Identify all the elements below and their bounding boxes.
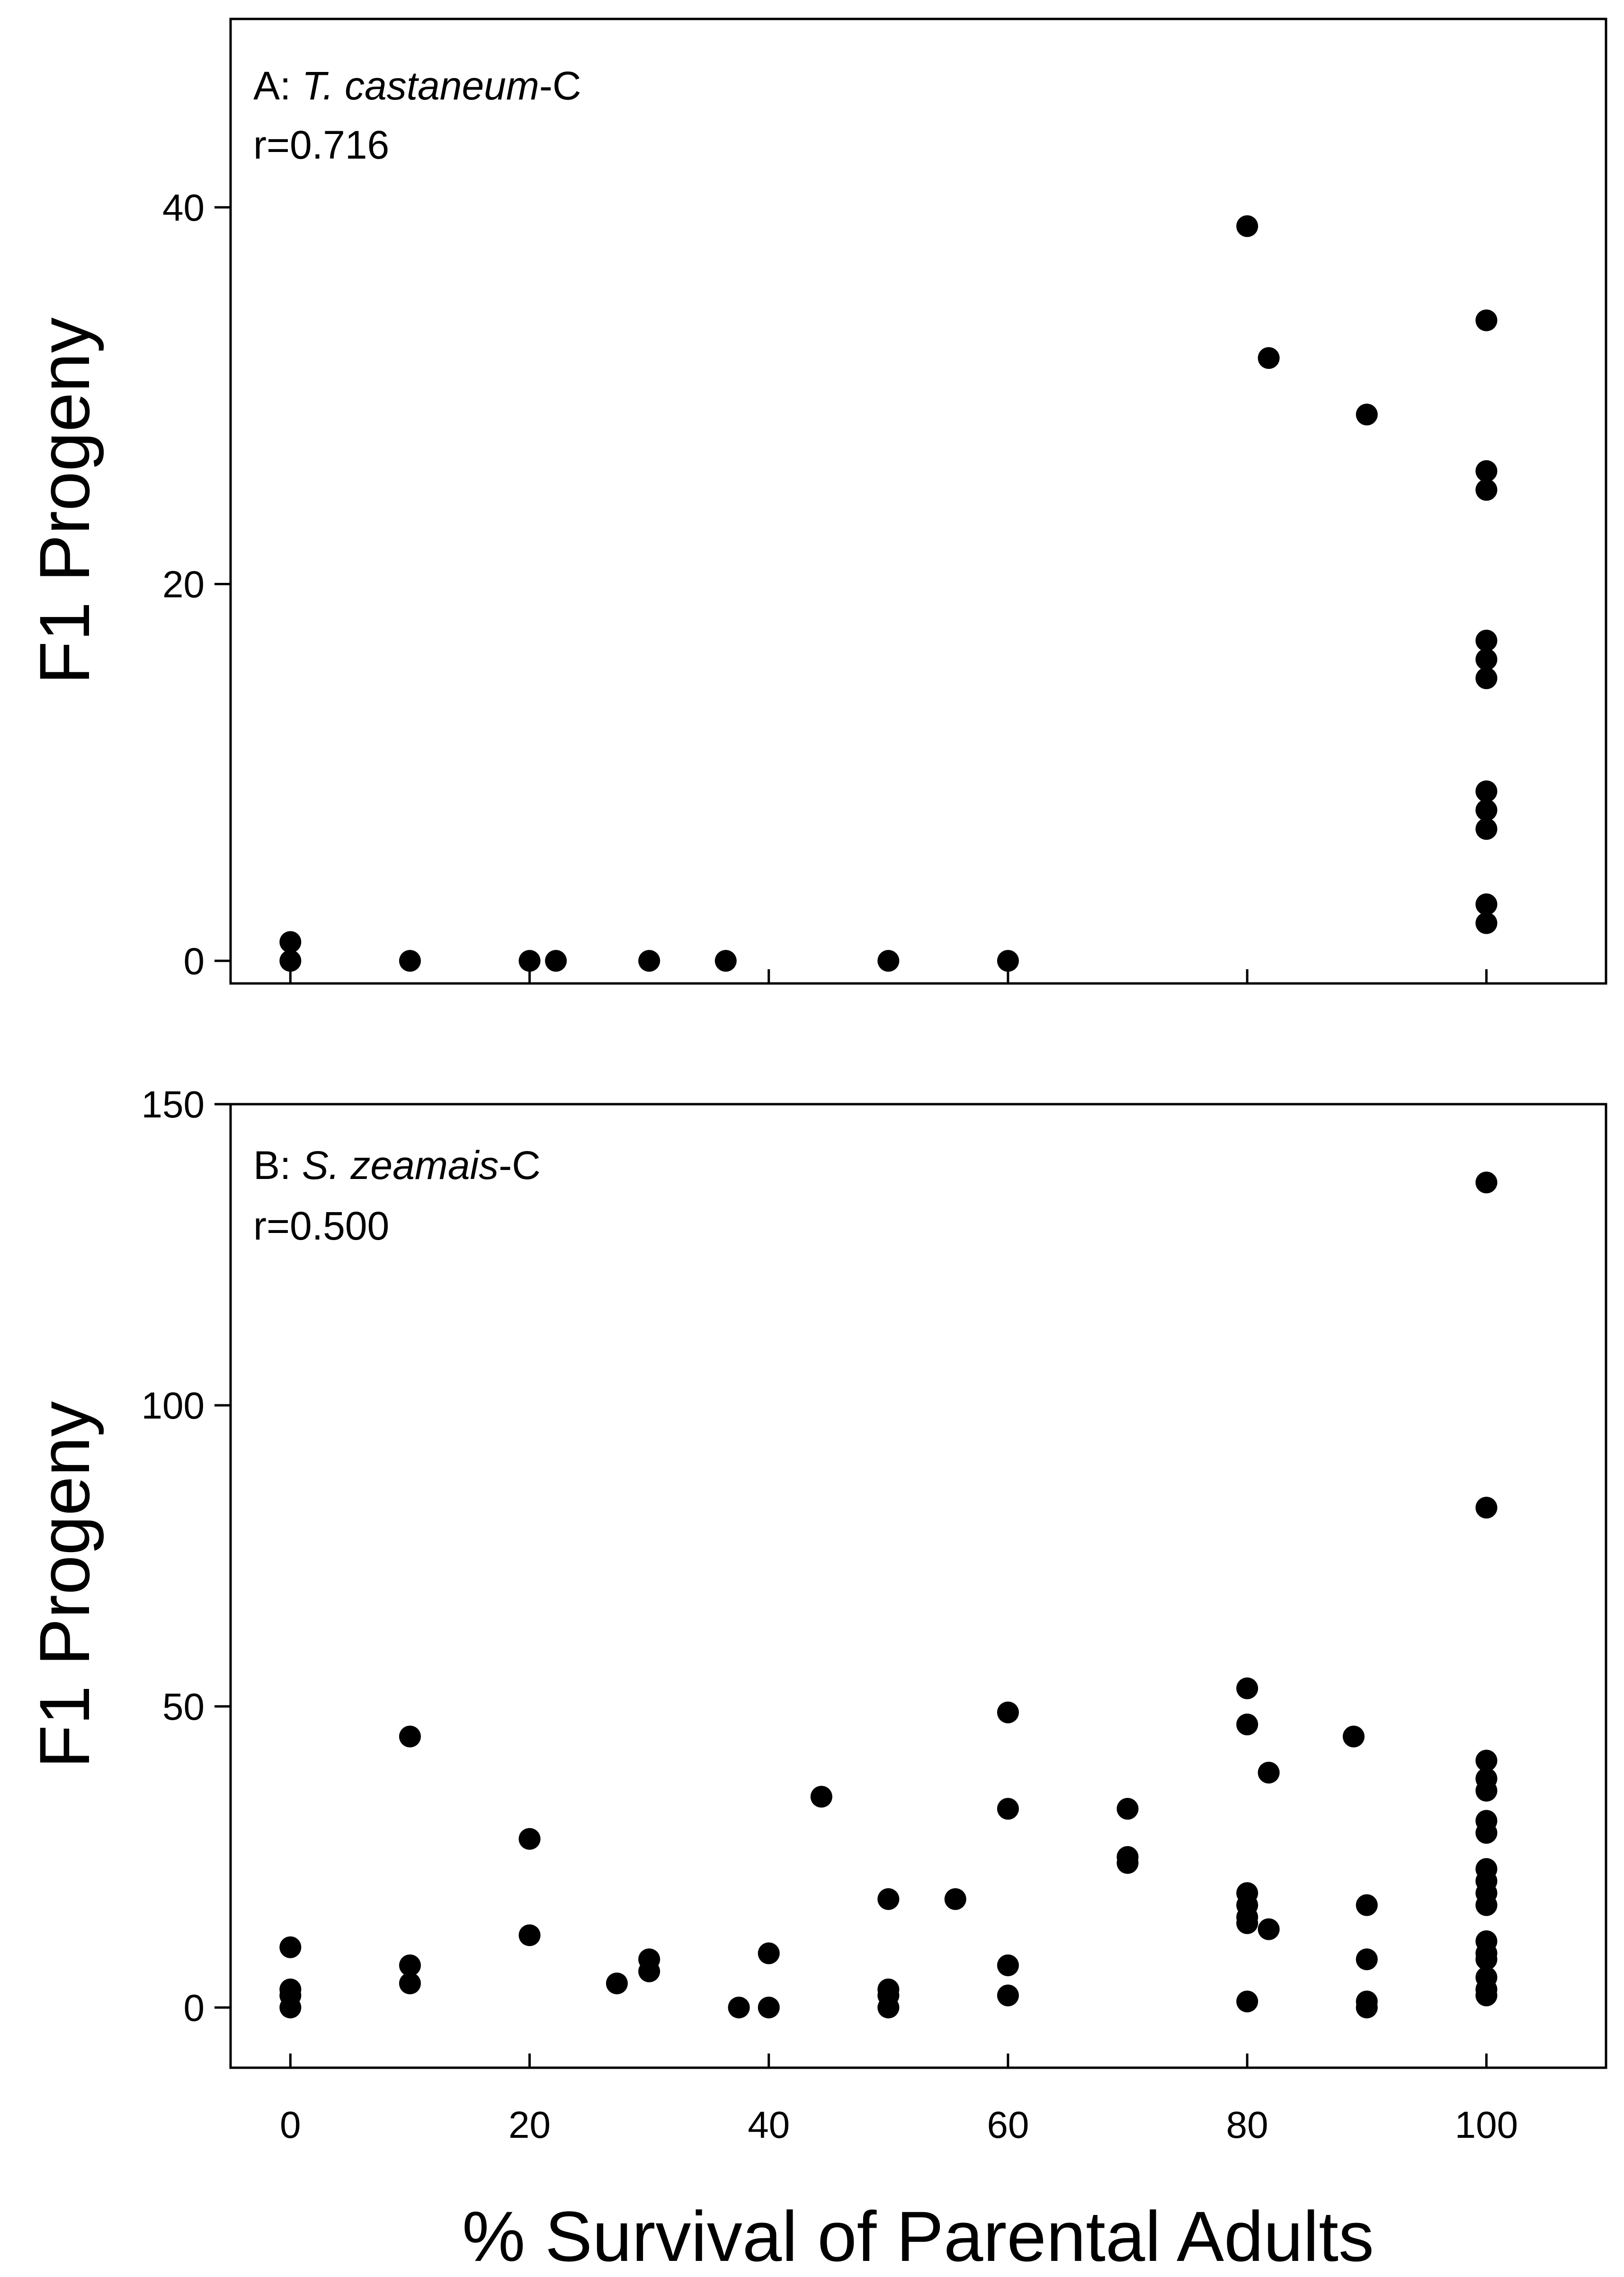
panel-b-y-tick-label: 50: [162, 1686, 205, 1728]
panel-b-data-point: [1356, 1948, 1378, 1971]
panel-a-data-point: [1475, 780, 1498, 803]
panel-b-data-point: [1258, 1918, 1280, 1940]
panel-b-y-tick-label: 0: [184, 1987, 205, 2029]
panel-a-data-point: [1475, 648, 1498, 670]
panel-b-title: B: S. zeamais-C: [253, 1143, 541, 1188]
panel-a-data-point: [1475, 799, 1498, 821]
panel-b-data-point: [1475, 1750, 1498, 1772]
panel-b-y-axis-label: F1 Progeny: [25, 1401, 104, 1768]
panel-b-data-point: [997, 1984, 1019, 2007]
panel-b-data-point: [1116, 1852, 1139, 1874]
panel-b-data-point: [997, 1798, 1019, 1820]
panel-a-data-point: [997, 950, 1019, 972]
panel-b-data-point: [518, 1924, 541, 1947]
panel-a-data-point: [1475, 667, 1498, 689]
panel-b-x-tick-label: 60: [987, 2104, 1029, 2146]
panel-a-data-point: [1475, 818, 1498, 840]
panel-a-y-tick-label: 0: [184, 940, 205, 982]
panel-a-points: [279, 215, 1498, 972]
panel-b-data-point: [1116, 1798, 1139, 1820]
panel-a-data-point: [638, 950, 660, 972]
panel-a-data-point: [1258, 347, 1280, 369]
panel-b-data-point: [1475, 1171, 1498, 1194]
panel-b-x-tick-label: 80: [1226, 2104, 1268, 2146]
panel-b-data-point: [877, 1996, 900, 2018]
panel-b-data-point: [1475, 1779, 1498, 1802]
panel-b-data-point: [518, 1828, 541, 1850]
panel-b-x-tick-label: 40: [748, 2104, 790, 2146]
panel-a-data-point: [399, 950, 421, 972]
panel-b-frame: [229, 1103, 1607, 2069]
panel-b-x-tick-label: 20: [509, 2104, 551, 2146]
panel-a-data-point: [279, 950, 302, 972]
panel-b-data-point: [810, 1786, 832, 1808]
panel-a-data-point: [279, 931, 302, 953]
panel-b-y-tick-label: 150: [142, 1083, 205, 1125]
panel-b-data-point: [997, 1954, 1019, 1976]
panel-a-ticks: 0 20 40: [162, 187, 1488, 983]
panel-b-data-point: [1475, 1822, 1498, 1844]
panel-b-data-point: [1475, 1948, 1498, 1971]
panel-b-data-point: [1236, 1912, 1258, 1934]
panel-a-y-axis-label: F1 Progeny: [25, 317, 104, 684]
panel-a-data-point: [877, 950, 900, 972]
panel-b-data-point: [279, 1936, 302, 1958]
panel-b-data-point: [399, 1954, 421, 1976]
panel-b-data-point: [1475, 1984, 1498, 2007]
panel-b-points: [279, 1171, 1498, 2018]
panel-a-title: A: T. castaneum-C: [253, 63, 581, 108]
panel-b-data-point: [1258, 1761, 1280, 1784]
panel-b-ticks: 0 50 100 150 0 20 40 60 80 100: [142, 1083, 1518, 2146]
panel-b-data-point: [399, 1725, 421, 1748]
panel-b-data-point: [1342, 1725, 1365, 1748]
panel-b-data-point: [997, 1701, 1019, 1723]
panel-b-data-point: [279, 1996, 302, 2018]
panel-a-data-point: [1475, 479, 1498, 501]
panel-b: B: S. zeamais-C r=0.500 F1 Progeny 0 50 10…: [25, 1083, 1607, 2146]
panel-b-data-point: [877, 1888, 900, 1910]
panel-a-data-point: [1475, 912, 1498, 934]
panel-a-data-point: [1236, 215, 1258, 237]
panel-b-data-point: [1475, 1894, 1498, 1916]
panel-b-data-point: [1236, 1991, 1258, 2013]
panel-a-data-point: [1356, 403, 1378, 426]
panel-b-data-point: [399, 1972, 421, 1994]
panel-b-data-point: [944, 1888, 966, 1910]
panel-a-data-point: [518, 950, 541, 972]
panel-b-r-value: r=0.500: [253, 1204, 389, 1248]
panel-a-y-tick-label: 40: [162, 187, 205, 229]
panel-a-data-point: [1475, 893, 1498, 915]
panel-a-data-point: [1475, 629, 1498, 652]
panel-b-y-tick-label: 100: [142, 1384, 205, 1427]
panel-b-x-tick-label: 100: [1455, 2104, 1518, 2146]
panel-a-data-point: [1475, 309, 1498, 331]
panel-b-data-point: [728, 1996, 750, 2018]
panel-a-frame: [229, 18, 1607, 985]
panel-a: A: T. castaneum-C r=0.716 F1 Progeny 0 20…: [25, 18, 1607, 985]
panel-a-data-point: [545, 950, 567, 972]
panel-a-data-point: [1475, 460, 1498, 482]
panel-a-data-point: [714, 950, 737, 972]
panel-b-x-tick-label: 0: [280, 2104, 301, 2146]
panel-b-data-point: [1356, 1894, 1378, 1916]
x-axis-label: % Survival of Parental Adults: [462, 2197, 1374, 2276]
panel-b-data-point: [606, 1972, 628, 1994]
panel-b-data-point: [1475, 1497, 1498, 1519]
panel-b-data-point: [758, 1996, 780, 2018]
panel-b-data-point: [1356, 1996, 1378, 2018]
panel-b-data-point: [1236, 1677, 1258, 1699]
panel-b-data-point: [638, 1960, 660, 1982]
panel-b-data-point: [758, 1942, 780, 1964]
panel-b-data-point: [1236, 1714, 1258, 1736]
panel-a-y-tick-label: 20: [162, 563, 205, 606]
panel-a-r-value: r=0.716: [253, 123, 389, 167]
